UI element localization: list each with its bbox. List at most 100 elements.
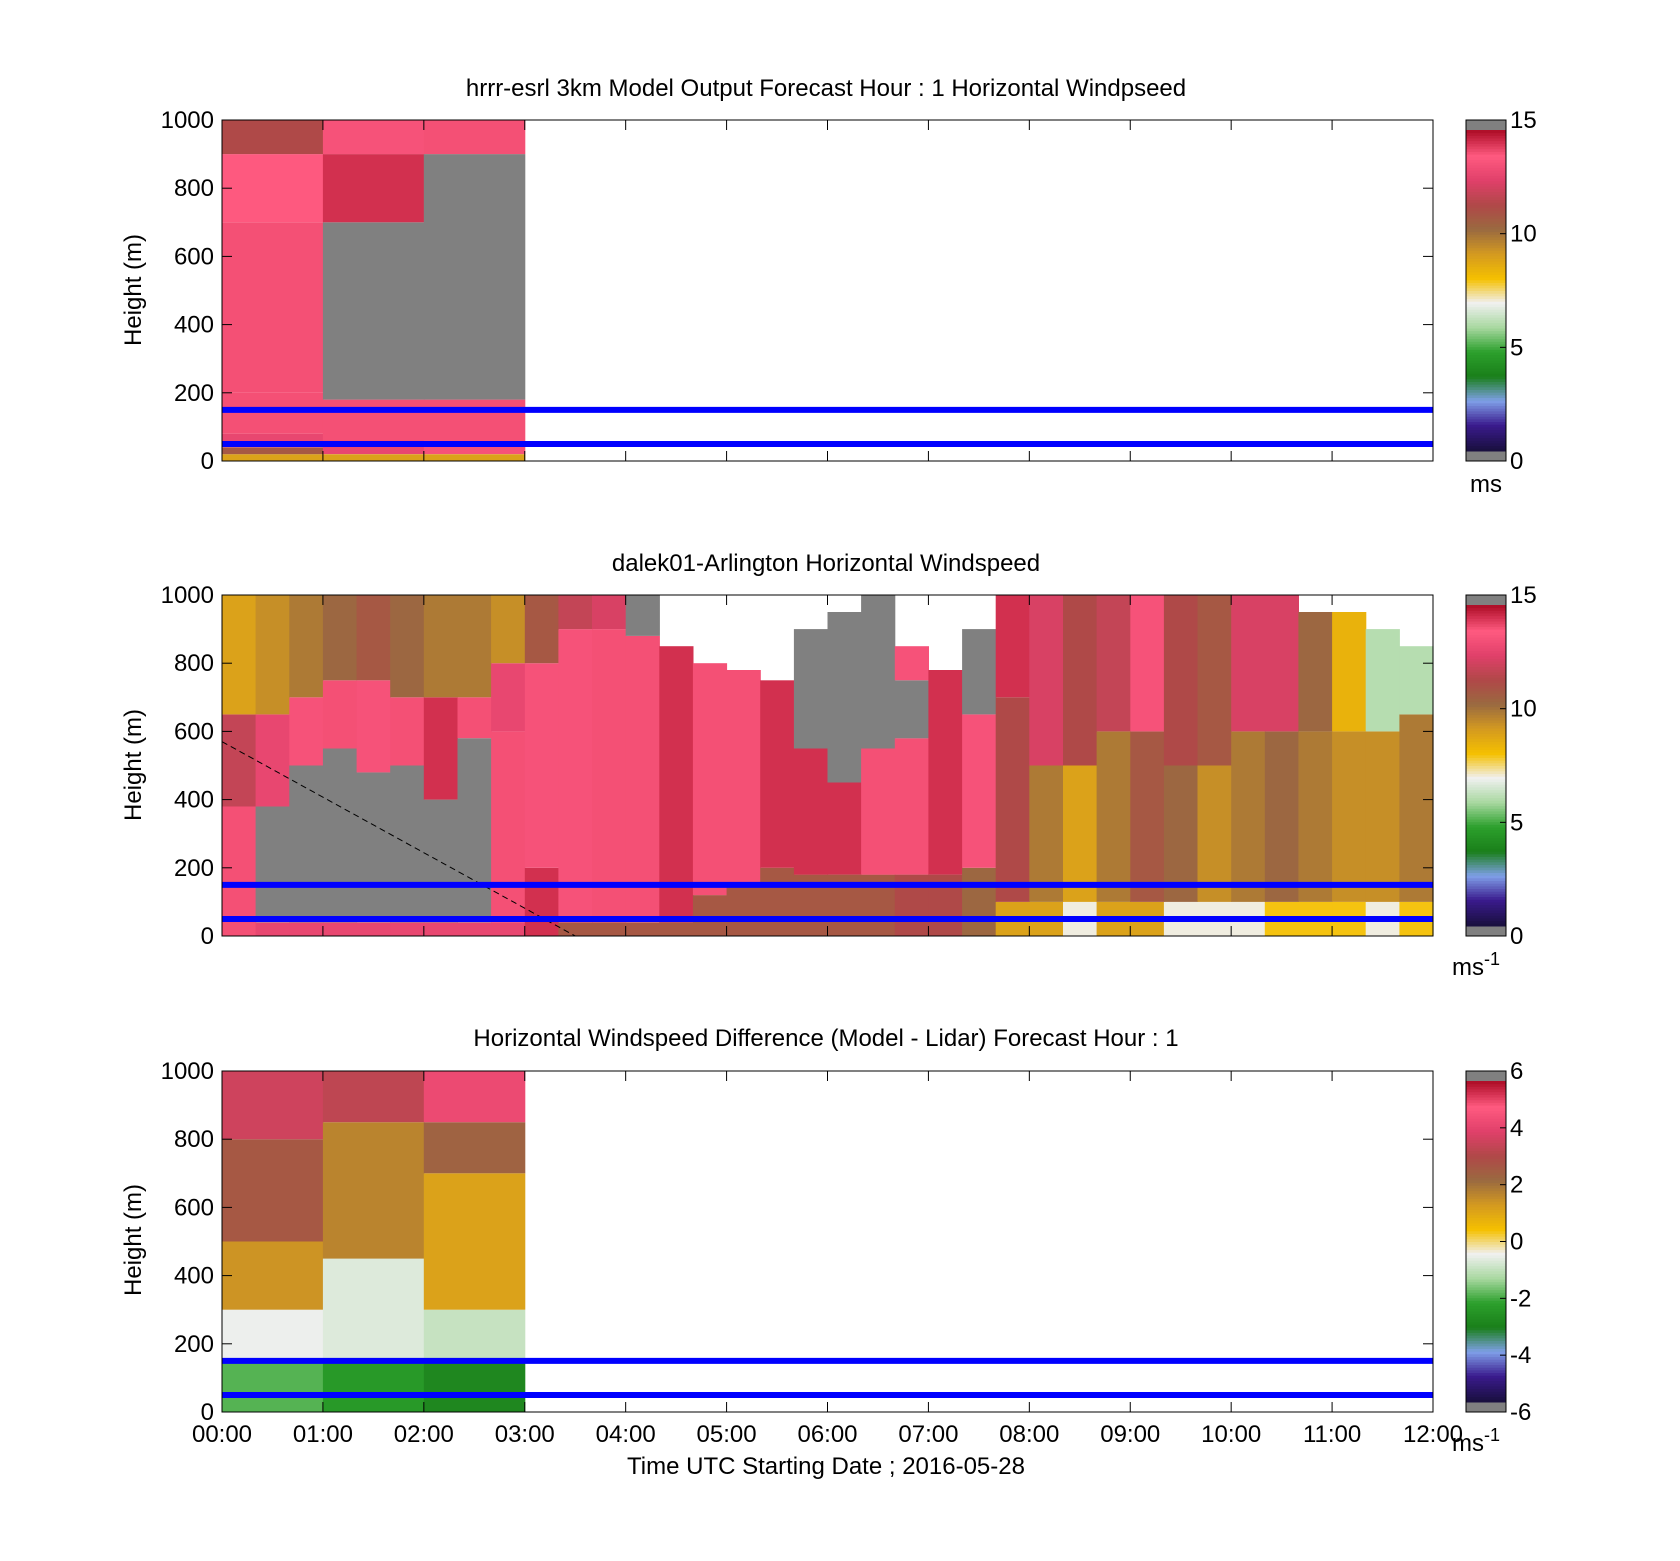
heatmap-cell xyxy=(322,595,358,681)
colorbar-segment xyxy=(1466,405,1506,409)
colorbar-segment xyxy=(1466,645,1506,649)
heatmap-cell xyxy=(1096,595,1131,732)
heatmap-cell xyxy=(1063,595,1098,766)
colorbar-segment xyxy=(1466,1399,1506,1403)
heatmap-cell xyxy=(423,799,458,923)
colorbar-segment xyxy=(1466,816,1506,820)
colorbar-segment xyxy=(1466,1217,1506,1221)
colorbar-segment xyxy=(1466,277,1506,281)
y-tick-label: 800 xyxy=(174,650,214,677)
colorbar-segment xyxy=(1466,130,1506,134)
colorbar-segment xyxy=(1466,762,1506,766)
colorbar-segment xyxy=(1466,768,1506,772)
colorbar-segment xyxy=(1466,164,1506,168)
colorbar-segment xyxy=(1466,827,1506,831)
panel-model-ylabel: Height (m) xyxy=(120,234,147,346)
colorbar-segment xyxy=(1466,837,1506,841)
heatmap-cell xyxy=(322,922,358,936)
colorbar-segment xyxy=(1466,629,1506,633)
colorbar-segment xyxy=(1466,851,1506,855)
colorbar-segment xyxy=(1466,1089,1506,1093)
heatmap-cell xyxy=(793,748,829,875)
colorbar-segment xyxy=(1466,800,1506,804)
colorbar-segment xyxy=(1466,1369,1506,1374)
colorbar-segment xyxy=(1466,690,1506,694)
colorbar-segment xyxy=(1466,365,1506,369)
colorbar-segment xyxy=(1466,1303,1506,1307)
colorbar-segment xyxy=(1466,1185,1506,1189)
colorbar-segment xyxy=(1466,647,1506,651)
colorbar-segment xyxy=(1466,770,1506,775)
heatmap-cell xyxy=(457,922,492,936)
heatmap-cell xyxy=(423,1071,526,1123)
colorbar-segment xyxy=(1466,829,1506,833)
colorbar-segment xyxy=(1466,736,1506,740)
panel-lidar-yaxis: 0 200 400 600 800 1000 xyxy=(161,582,1433,950)
heatmap-cell xyxy=(726,884,761,936)
heatmap-cell xyxy=(861,595,896,749)
colorbar-segment xyxy=(1466,773,1506,777)
colorbar-segment xyxy=(1466,728,1506,732)
colorbar-segment xyxy=(1466,1161,1506,1165)
colorbar-segment xyxy=(1466,186,1506,190)
colorbar-segment xyxy=(1466,146,1506,150)
colorbar-segment xyxy=(1466,674,1506,678)
heatmap-cell xyxy=(356,595,391,681)
colorbar-segment xyxy=(1466,757,1506,761)
colorbar-segment xyxy=(1466,1244,1506,1248)
heatmap-cell xyxy=(625,595,660,636)
colorbar-tick-label: 10 xyxy=(1510,696,1537,723)
heatmap-cell xyxy=(222,1309,324,1361)
colorbar-tick-label: 0 xyxy=(1510,448,1523,475)
colorbar-segment xyxy=(1466,1276,1506,1280)
heatmap-cell xyxy=(255,714,290,807)
colorbar-segment xyxy=(1466,263,1506,267)
heatmap-cell xyxy=(322,1071,425,1123)
colorbar-tick-label: 5 xyxy=(1510,334,1523,361)
heatmap-cell xyxy=(322,222,425,400)
y-tick-label: 1000 xyxy=(161,582,214,609)
colorbar-segment xyxy=(1466,615,1506,619)
colorbar-segment xyxy=(1466,610,1506,614)
colorbar-segment xyxy=(1466,653,1506,657)
colorbar-segment xyxy=(1466,1295,1506,1299)
heatmap-cell xyxy=(894,738,929,875)
colorbar-segment xyxy=(1466,1343,1506,1347)
heatmap-cell xyxy=(457,595,492,698)
heatmap-cell xyxy=(322,454,425,461)
colorbar-segment xyxy=(1466,194,1506,198)
colorbar-segment xyxy=(1466,180,1506,184)
colorbar-segment xyxy=(1466,1153,1506,1157)
colorbar-segment xyxy=(1466,261,1506,265)
colorbar-tick-label: 2 xyxy=(1510,1172,1523,1199)
colorbar-segment xyxy=(1466,623,1506,627)
panel-diff-yaxis: 0 200 400 600 800 1000 xyxy=(161,1058,1433,1426)
colorbar-segment xyxy=(1466,792,1506,796)
colorbar-segment xyxy=(1466,1316,1506,1320)
colorbar-segment xyxy=(1466,754,1506,758)
colorbar-segment xyxy=(1466,1230,1506,1234)
heatmap-cell xyxy=(322,154,425,223)
colorbar-segment xyxy=(1466,824,1506,828)
colorbar-segment xyxy=(1466,1273,1506,1277)
colorbar-segment xyxy=(1466,663,1506,668)
colorbar-segment xyxy=(1466,1220,1506,1224)
colorbar-segment xyxy=(1466,228,1506,233)
colorbar-segment xyxy=(1466,346,1506,350)
colorbar-segment xyxy=(1466,392,1506,396)
colorbar-segment xyxy=(1466,1131,1506,1135)
panel-diff-title: Horizontal Windspeed Difference (Model -… xyxy=(473,1025,1178,1052)
panel-lidar-cells xyxy=(222,595,1434,936)
heatmap-cell xyxy=(726,670,761,885)
colorbar-segment xyxy=(1466,1193,1506,1197)
colorbar-segment xyxy=(1466,1337,1506,1341)
colorbar-segment xyxy=(1466,843,1506,847)
colorbar-segment xyxy=(1466,1359,1506,1363)
heatmap-cell xyxy=(322,680,358,749)
heatmap-cell xyxy=(222,392,324,434)
heatmap-cell xyxy=(1264,595,1299,732)
colorbar-segment xyxy=(1466,853,1506,857)
heatmap-cell xyxy=(423,154,526,400)
colorbar-segment xyxy=(1466,1129,1506,1133)
colorbar-segment xyxy=(1466,429,1506,433)
